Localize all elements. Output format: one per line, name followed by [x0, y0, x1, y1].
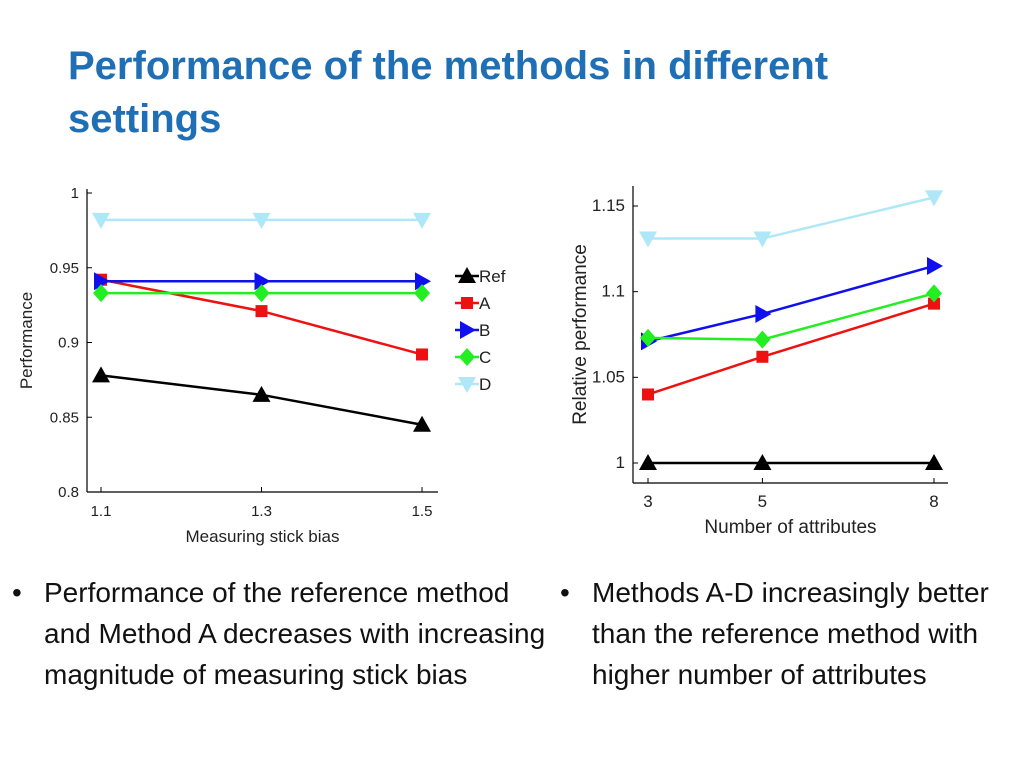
bullet-text-left: Performance of the reference method and … [44, 577, 546, 690]
point-b [755, 304, 772, 323]
y-tick-label: 1.05 [592, 367, 625, 386]
point-b [254, 272, 271, 291]
point-b [94, 272, 110, 291]
point-ref [639, 454, 657, 470]
legend-label-b: B [479, 321, 490, 340]
point-d [925, 190, 943, 207]
series-line-a [647, 302, 935, 396]
legend-marker-d [458, 377, 476, 393]
point-ref [252, 385, 271, 402]
bullet-right: • Methods A-D increasingly better than t… [560, 572, 1020, 695]
y-tick-label: 1 [616, 453, 625, 472]
y-tick-label: 1.15 [592, 196, 625, 215]
point-a [642, 388, 654, 401]
series-line-d [648, 196, 935, 240]
y-tick-label: 0.9 [58, 335, 79, 352]
point-a [255, 305, 268, 318]
point-c [253, 284, 270, 303]
point-b [415, 272, 431, 291]
point-d [92, 212, 110, 229]
point-d [252, 212, 271, 229]
point-b [927, 256, 943, 275]
point-a [756, 350, 769, 363]
point-ref [92, 366, 110, 383]
bullet-left: • Performance of the reference method an… [12, 572, 557, 695]
legend-marker-ref [458, 267, 476, 283]
bullet-dot: • [12, 577, 22, 608]
x-tick-label: 1.3 [251, 503, 272, 520]
point-c [93, 284, 109, 303]
point-ref [925, 454, 943, 470]
legend-label-d: D [479, 375, 491, 394]
legend-marker-c [459, 348, 475, 366]
point-ref [413, 415, 431, 432]
x-tick-label: 3 [643, 492, 652, 511]
y-axis-label: Relative performance [570, 244, 591, 425]
legend-label-ref: Ref [479, 267, 506, 286]
point-c [754, 330, 771, 349]
x-tick-label: 1.5 [412, 503, 433, 520]
legend-marker-a [461, 297, 473, 309]
y-tick-label: 1.1 [601, 282, 625, 301]
slide-title: Performance of the methods in different … [68, 44, 829, 141]
legend-marker-b [460, 321, 476, 339]
x-axis-label: Number of attributes [704, 517, 876, 538]
x-tick-label: 1.1 [91, 503, 112, 520]
point-ref [753, 454, 772, 470]
bullet-text-right: Methods A-D increasingly better than the… [592, 577, 989, 690]
legend-label-a: A [479, 294, 491, 313]
point-a [928, 297, 940, 310]
point-c [414, 284, 430, 303]
y-tick-label: 0.95 [50, 260, 79, 277]
bullet-dot: • [560, 577, 570, 608]
point-c [926, 284, 942, 303]
point-d [639, 231, 657, 248]
y-axis-label: Performance [17, 292, 36, 389]
point-d [413, 212, 431, 229]
x-tick-label: 8 [929, 492, 938, 511]
point-d [753, 231, 772, 248]
y-tick-label: 0.85 [50, 409, 79, 426]
y-tick-label: 1 [71, 185, 79, 202]
legend-label-c: C [479, 348, 491, 367]
point-a [416, 348, 428, 361]
y-tick-label: 0.8 [58, 484, 79, 501]
x-tick-label: 5 [758, 492, 767, 511]
x-axis-label: Measuring stick bias [185, 527, 339, 546]
point-c [640, 328, 656, 347]
